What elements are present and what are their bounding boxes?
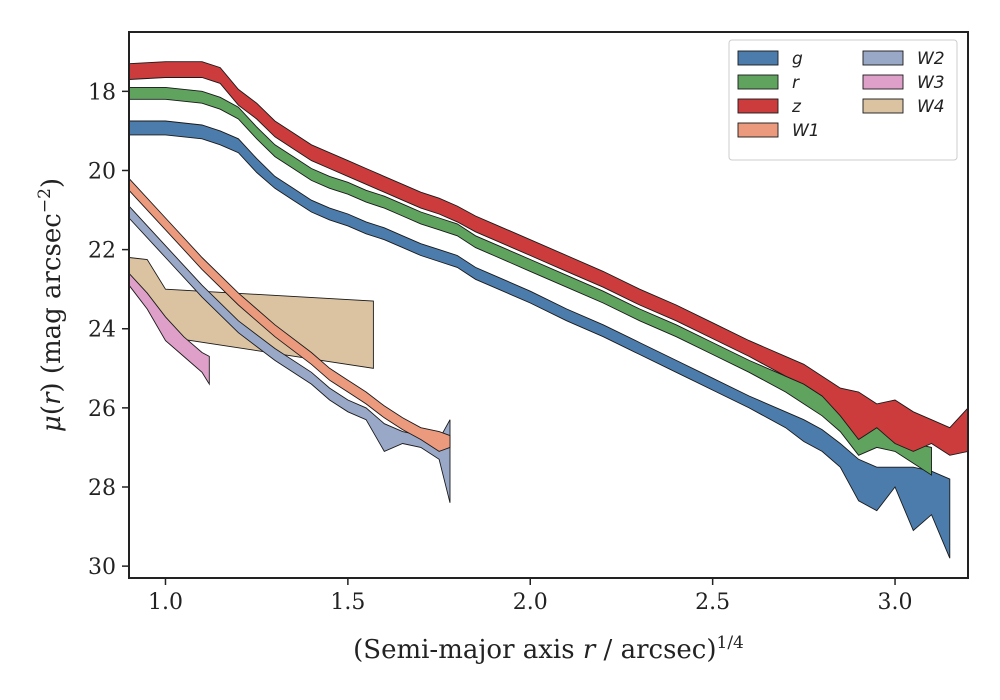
legend-swatch-w1 <box>737 122 779 138</box>
legend-swatch-w2 <box>862 50 904 66</box>
legend-label-r: r <box>792 73 800 93</box>
x-tick-label: 2.0 <box>513 590 548 615</box>
y-axis-label: μ(r) (mag arcsec−2) <box>35 178 67 432</box>
band-r <box>129 86 932 476</box>
y-tick-label: 26 <box>88 397 116 422</box>
legend-swatch-r <box>737 74 779 90</box>
legend-swatch-w4 <box>862 98 904 114</box>
legend-label-w2: W2 <box>917 49 945 69</box>
x-tick-label: 2.5 <box>695 590 730 615</box>
y-tick-label: 30 <box>88 555 116 580</box>
legend: grz W1 W2 W3 W4 <box>728 39 958 161</box>
legend-label-z: z <box>791 97 802 117</box>
plot-frame <box>128 31 969 579</box>
y-tick-label: 28 <box>88 476 116 501</box>
y-tick-label: 22 <box>88 239 116 264</box>
band-g <box>129 120 951 559</box>
legend-swatch-w3 <box>862 74 904 90</box>
x-tick-label: 1.0 <box>148 590 183 615</box>
band-w1 <box>129 177 451 452</box>
legend-label-w1: W1 <box>792 121 820 141</box>
legend-box <box>728 39 958 161</box>
legend-label-w4: W4 <box>917 97 945 117</box>
legend-swatch-z <box>737 98 779 114</box>
legend-label-g: g <box>792 49 803 69</box>
band-layer <box>129 61 968 559</box>
band-w2 <box>129 205 451 503</box>
x-tick-label: 3.0 <box>878 590 913 615</box>
band-w3 <box>129 272 210 386</box>
legend-swatch-g <box>737 50 779 66</box>
legend-label-w3: W3 <box>917 73 945 93</box>
y-tick-label: 18 <box>88 80 116 105</box>
axes-layer: 1.0 1.5 2.0 2.5 3.0 18 20 22 24 26 28 30 (Semi-major… <box>35 31 969 665</box>
x-tick-label: 1.5 <box>330 590 365 615</box>
y-tick-label: 20 <box>88 159 116 184</box>
x-axis-label: (Semi-major axis r / arcsec)1/4 <box>353 633 744 665</box>
y-tick-label: 24 <box>88 318 116 343</box>
band-z <box>129 61 968 456</box>
